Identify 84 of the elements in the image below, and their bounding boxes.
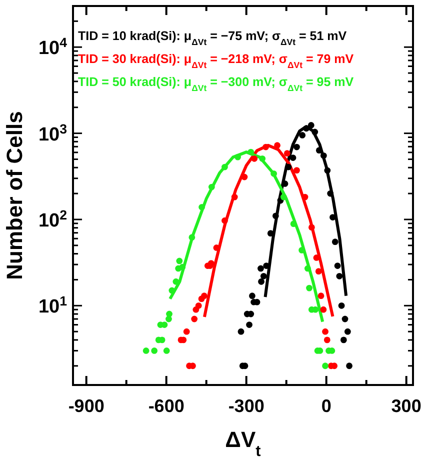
point	[231, 194, 238, 200]
point	[222, 164, 228, 170]
x-tick-label: 0	[321, 396, 332, 416]
y-tick-label: 10$^{2}$	[38, 206, 67, 232]
point	[308, 224, 315, 231]
point	[267, 230, 274, 237]
point	[340, 336, 347, 344]
point	[172, 278, 180, 285]
point	[198, 204, 205, 210]
point	[324, 167, 331, 174]
point	[324, 336, 330, 344]
point	[166, 310, 172, 318]
point	[332, 238, 338, 246]
x-tick-label: 300	[391, 396, 422, 416]
point	[188, 234, 196, 241]
point	[320, 306, 327, 313]
point	[249, 292, 256, 300]
point	[262, 144, 269, 150]
point	[290, 154, 296, 161]
y-tick-label: 10$^{3}$	[38, 120, 67, 146]
point	[313, 254, 320, 261]
point	[299, 132, 306, 138]
point	[342, 316, 348, 322]
point	[248, 148, 254, 156]
line-series	[202, 144, 334, 318]
point	[315, 268, 322, 275]
point	[272, 212, 279, 220]
point	[222, 217, 228, 224]
point	[168, 287, 176, 294]
point	[251, 155, 258, 162]
point	[176, 258, 183, 264]
point	[161, 322, 168, 328]
point	[322, 362, 328, 370]
point	[258, 265, 264, 272]
line-series	[168, 150, 324, 324]
point	[151, 348, 158, 354]
point	[284, 150, 290, 157]
point	[320, 152, 327, 159]
point	[334, 262, 341, 269]
point	[322, 328, 328, 335]
point	[260, 272, 267, 280]
point	[327, 190, 334, 197]
point	[338, 302, 345, 309]
point	[191, 316, 198, 322]
point	[303, 125, 310, 132]
point	[318, 292, 324, 300]
y-axis-title: Number of Cells	[2, 111, 27, 280]
point	[312, 128, 318, 136]
point	[346, 362, 352, 370]
point	[238, 328, 244, 335]
point	[179, 264, 186, 270]
point	[142, 348, 150, 354]
point	[208, 260, 214, 267]
point	[274, 142, 280, 149]
point	[246, 322, 252, 328]
point	[258, 278, 264, 285]
point	[234, 154, 241, 160]
point	[336, 272, 343, 280]
point	[290, 220, 297, 228]
x-tick-label: -900	[68, 396, 104, 416]
point	[208, 184, 215, 190]
legend-label: TID = 10 krad(Si): μ$_{ΔVt}$ = −75 mV; σ$_{ΔVt}$ = 51 mV	[78, 29, 348, 47]
x-tick-label: -300	[228, 396, 264, 416]
y-tick-label: 10$^{4}$	[38, 34, 68, 60]
x-tick-label: -600	[148, 396, 184, 416]
y-tick-label: 10$^{1}$	[38, 293, 68, 318]
text: TID = 30 krad(Si): μ$_{ΔVt}$ = −218 mV; σ$_{ΔVt}$ = 79 mV	[78, 52, 354, 70]
point	[270, 170, 277, 177]
point	[294, 144, 300, 150]
point	[308, 122, 314, 128]
point	[259, 155, 266, 162]
point	[294, 167, 300, 174]
text: TID = 50 krad(Si): μ$_{ΔVt}$ = −300 mV; σ$_{ΔVt}$ = 95 mV	[78, 75, 354, 93]
point	[306, 284, 312, 292]
point	[163, 348, 170, 354]
point	[183, 328, 190, 335]
point	[344, 328, 351, 335]
point	[241, 174, 248, 180]
x-axis-title: ΔV$_{t}$	[225, 427, 261, 460]
point	[201, 292, 208, 300]
point	[190, 362, 196, 370]
point	[304, 265, 311, 272]
point	[280, 194, 287, 200]
point	[195, 302, 202, 309]
